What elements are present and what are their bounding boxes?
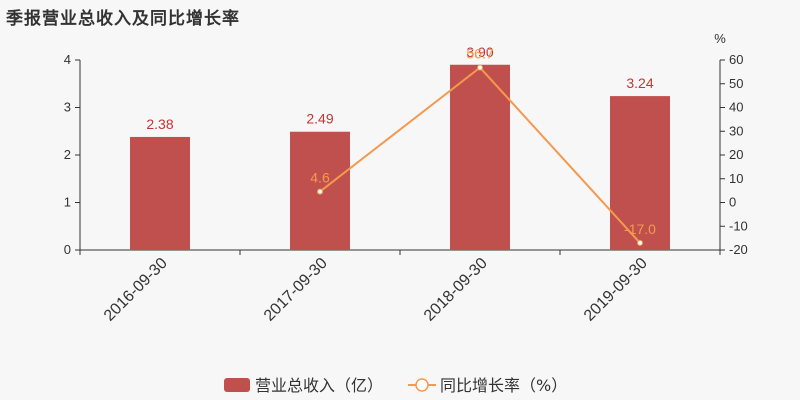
y-left-tick-label: 3 <box>64 100 71 115</box>
y-right-tick-label: 30 <box>729 123 743 138</box>
line-layer <box>317 64 643 246</box>
bars-layer <box>130 64 670 250</box>
growth-value-label: 56.7 <box>466 46 493 62</box>
legend-label-revenue: 营业总收入（亿） <box>255 376 383 395</box>
bar-value-label: 3.24 <box>626 75 653 91</box>
y-right-tick-label: 10 <box>729 171 743 186</box>
growth-point <box>637 239 643 246</box>
y-left-tick-label: 4 <box>64 52 71 67</box>
growth-value-label: -17.0 <box>624 221 656 237</box>
y-right-unit-label: % <box>714 31 726 46</box>
labels-layer: 2.38 2.49 3.90 3.24 4.6 56.7 -17.0 <box>146 44 656 237</box>
growth-value-label: 4.6 <box>310 170 330 186</box>
y-right-tick-label: -20 <box>729 242 748 257</box>
y-right-tick-label: 50 <box>729 76 743 91</box>
bar-value-label: 2.38 <box>146 116 173 132</box>
y-right-tick-label: -10 <box>729 218 748 233</box>
y-right-tick-label: 60 <box>729 52 743 67</box>
x-tick-label: 2016-09-30 <box>101 255 171 325</box>
y-left-tick-label: 2 <box>64 147 71 162</box>
legend-item-growth[interactable]: 同比增长率（%） <box>408 376 567 395</box>
y-right-tick-label: 20 <box>729 147 743 162</box>
y-left-tick-label: 1 <box>64 195 71 210</box>
bar-value-label: 2.49 <box>306 111 333 127</box>
x-tick-label: 2019-09-30 <box>581 255 651 325</box>
legend-item-revenue[interactable]: 营业总收入（亿） <box>224 376 383 395</box>
bar <box>610 96 670 250</box>
legend-bar-swatch <box>224 378 250 392</box>
legend[interactable]: 营业总收入（亿） 同比增长率（%） <box>224 376 567 395</box>
chart-title: 季报营业总收入及同比增长率 <box>6 9 240 29</box>
x-tick-label: 2017-09-30 <box>261 255 331 325</box>
y-left-tick-label: 0 <box>64 242 71 257</box>
bar <box>130 136 190 250</box>
y-right-tick-label: 40 <box>729 100 743 115</box>
bar <box>450 64 510 250</box>
legend-label-growth: 同比增长率（%） <box>440 376 567 395</box>
x-tick-label: 2018-09-30 <box>421 255 491 325</box>
growth-point <box>317 188 323 195</box>
y-right-tick-label: 0 <box>729 195 736 210</box>
growth-point <box>477 64 483 71</box>
legend-marker <box>415 378 429 392</box>
bar-value-label: 3.90 <box>466 44 493 60</box>
